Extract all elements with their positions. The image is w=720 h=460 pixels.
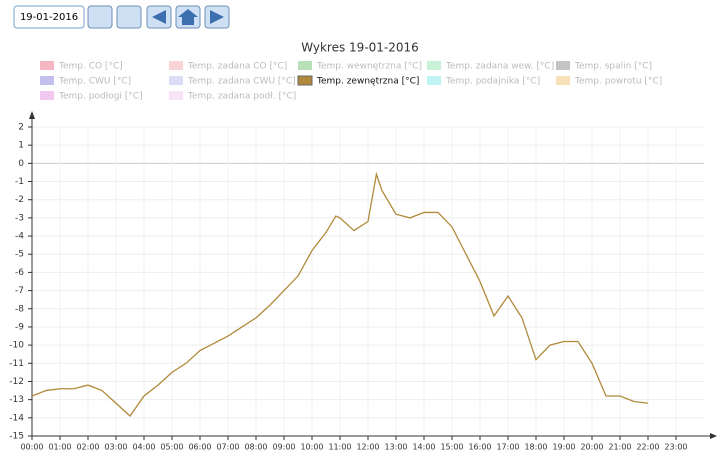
legend-swatch[interactable] bbox=[169, 91, 183, 100]
y-tick-label: -12 bbox=[9, 377, 24, 387]
legend-swatch[interactable] bbox=[40, 76, 54, 85]
legend-label: Temp. spalin [°C] bbox=[574, 62, 652, 72]
refresh-button[interactable] bbox=[116, 5, 142, 29]
y-tick-label: -15 bbox=[9, 432, 24, 442]
y-tick-label: -6 bbox=[15, 268, 24, 278]
y-tick-label: 2 bbox=[18, 123, 24, 133]
legend-label: Temp. zadana CO [°C] bbox=[187, 62, 287, 72]
x-tick-label: 02:00 bbox=[76, 443, 99, 452]
y-tick-label: -4 bbox=[15, 232, 24, 242]
x-tick-label: 05:00 bbox=[160, 443, 183, 452]
legend-swatch[interactable] bbox=[169, 76, 183, 85]
y-tick-label: -1 bbox=[15, 177, 24, 187]
legend-swatch[interactable] bbox=[556, 61, 570, 70]
date-value: 19-01-2016 bbox=[20, 12, 78, 23]
x-tick-label: 00:00 bbox=[20, 443, 43, 452]
x-tick-label: 20:00 bbox=[580, 443, 603, 452]
legend-label: Temp. zadana wew. [°C] bbox=[445, 62, 554, 72]
y-tick-label: -13 bbox=[9, 395, 24, 405]
legend-label: Temp. podajnika [°C] bbox=[445, 77, 540, 87]
x-tick-label: 13:00 bbox=[384, 443, 407, 452]
legend-swatch[interactable] bbox=[169, 61, 183, 70]
y-tick-label: -5 bbox=[15, 250, 24, 260]
x-tick-label: 06:00 bbox=[188, 443, 211, 452]
next-icon bbox=[210, 10, 224, 24]
x-tick-label: 07:00 bbox=[216, 443, 239, 452]
legend-swatch[interactable] bbox=[298, 61, 312, 70]
x-tick-label: 16:00 bbox=[468, 443, 491, 452]
x-tick-label: 09:00 bbox=[272, 443, 295, 452]
y-tick-label: -10 bbox=[9, 341, 24, 351]
legend-label: Temp. zadana CWU [°C] bbox=[187, 77, 296, 87]
x-tick-label: 10:00 bbox=[300, 443, 323, 452]
y-tick-label: 0 bbox=[18, 159, 24, 169]
y-tick-label: -9 bbox=[15, 322, 24, 332]
x-tick-label: 14:00 bbox=[412, 443, 435, 452]
legend-label: Temp. powrotu [°C] bbox=[574, 77, 662, 87]
legend-swatch[interactable] bbox=[297, 75, 313, 86]
legend-swatch[interactable] bbox=[40, 91, 54, 100]
calendar-button[interactable] bbox=[87, 5, 113, 29]
legend-swatch[interactable] bbox=[427, 61, 441, 70]
y-tick-label: -11 bbox=[9, 359, 24, 369]
x-tick-label: 22:00 bbox=[636, 443, 659, 452]
legend-label: Temp. wewnętrzna [°C] bbox=[316, 62, 422, 72]
home-icon bbox=[178, 9, 198, 25]
y-axis-arrow bbox=[29, 111, 35, 119]
x-tick-label: 08:00 bbox=[244, 443, 267, 452]
y-tick-label: -14 bbox=[9, 413, 24, 423]
x-tick-label: 18:00 bbox=[524, 443, 547, 452]
y-tick-label: -7 bbox=[15, 286, 24, 296]
y-tick-label: 1 bbox=[18, 141, 24, 151]
x-tick-label: 11:00 bbox=[328, 443, 351, 452]
prev-icon bbox=[152, 10, 166, 24]
x-tick-label: 17:00 bbox=[496, 443, 519, 452]
y-tick-label: -3 bbox=[15, 213, 24, 223]
x-tick-label: 21:00 bbox=[608, 443, 631, 452]
legend-swatch[interactable] bbox=[556, 76, 570, 85]
x-tick-label: 15:00 bbox=[440, 443, 463, 452]
legend-swatch[interactable] bbox=[427, 76, 441, 85]
legend-label: Temp. CWU [°C] bbox=[58, 77, 131, 87]
data-line bbox=[31, 171, 649, 417]
x-tick-label: 01:00 bbox=[48, 443, 71, 452]
y-tick-label: -2 bbox=[15, 195, 24, 205]
chart-title: Wykres 19-01-2016 bbox=[301, 41, 419, 55]
legend-label: Temp. CO [°C] bbox=[58, 62, 123, 72]
x-tick-label: 23:00 bbox=[664, 443, 687, 452]
x-tick-label: 03:00 bbox=[104, 443, 127, 452]
legend-swatch[interactable] bbox=[40, 61, 54, 70]
x-tick-label: 12:00 bbox=[356, 443, 379, 452]
x-tick-label: 04:00 bbox=[132, 443, 155, 452]
y-tick-label: -8 bbox=[15, 304, 24, 314]
legend-label: Temp. podłogi [°C] bbox=[58, 92, 143, 102]
date-input[interactable] bbox=[13, 5, 85, 29]
x-axis-arrow bbox=[710, 433, 717, 439]
legend-label: Temp. zadana podł. [°C] bbox=[187, 92, 296, 102]
legend-label: Temp. zewnętrzna [°C] bbox=[316, 77, 419, 87]
x-tick-label: 19:00 bbox=[552, 443, 575, 452]
